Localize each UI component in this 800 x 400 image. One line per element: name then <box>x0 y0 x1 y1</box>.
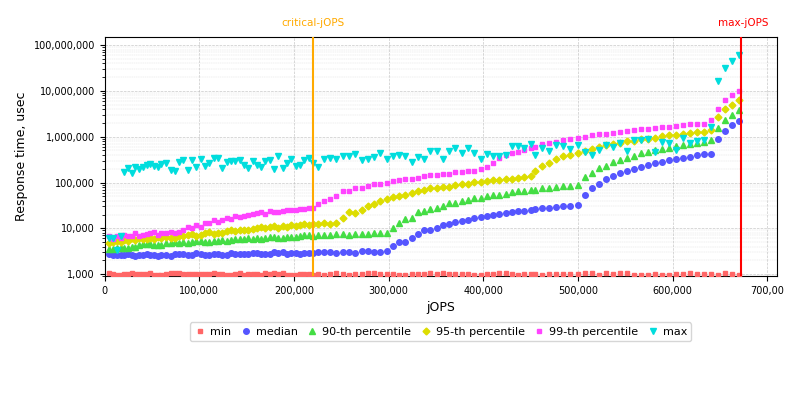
Line: 99-th percentile: 99-th percentile <box>107 89 741 241</box>
max <box>213 156 222 160</box>
90-th percentile <box>643 150 653 155</box>
95-th percentile <box>105 240 114 245</box>
95-th percentile <box>162 234 171 239</box>
Line: 90-th percentile: 90-th percentile <box>106 108 742 252</box>
X-axis label: jOPS: jOPS <box>426 302 455 314</box>
99-th percentile <box>438 171 448 176</box>
max <box>734 52 744 57</box>
max <box>166 167 175 172</box>
95-th percentile <box>282 225 292 230</box>
median <box>130 254 140 258</box>
max <box>112 248 122 252</box>
min <box>734 273 744 278</box>
min <box>105 271 114 276</box>
max <box>105 236 114 240</box>
Line: median: median <box>106 118 742 259</box>
99-th percentile <box>643 126 653 131</box>
90-th percentile <box>261 236 270 240</box>
max <box>286 157 296 162</box>
min <box>445 272 454 276</box>
Text: critical-jOPS: critical-jOPS <box>282 18 345 28</box>
median <box>438 222 448 227</box>
median <box>261 252 270 257</box>
min <box>166 271 175 276</box>
99-th percentile <box>734 89 744 94</box>
95-th percentile <box>636 137 646 142</box>
90-th percentile <box>213 238 222 243</box>
90-th percentile <box>105 246 114 251</box>
Line: max: max <box>106 52 742 252</box>
99-th percentile <box>261 212 270 216</box>
90-th percentile <box>286 234 296 239</box>
Line: 95-th percentile: 95-th percentile <box>107 97 742 245</box>
95-th percentile <box>256 225 266 230</box>
95-th percentile <box>432 185 442 190</box>
Y-axis label: Response time, usec: Response time, usec <box>15 92 28 221</box>
min <box>150 273 159 278</box>
median <box>734 118 744 123</box>
min <box>218 271 227 276</box>
99-th percentile <box>108 236 118 241</box>
90-th percentile <box>438 204 448 208</box>
90-th percentile <box>108 246 118 251</box>
99-th percentile <box>105 234 114 239</box>
median <box>105 252 114 257</box>
90-th percentile <box>166 241 175 246</box>
min <box>265 271 274 276</box>
Legend: min, median, 90-th percentile, 95-th percentile, 99-th percentile, max: min, median, 90-th percentile, 95-th per… <box>190 322 691 341</box>
min <box>209 271 218 276</box>
median <box>166 253 175 258</box>
min <box>291 272 301 277</box>
99-th percentile <box>286 208 296 212</box>
95-th percentile <box>209 232 218 236</box>
median <box>213 252 222 257</box>
max <box>261 159 270 164</box>
max <box>643 137 653 142</box>
99-th percentile <box>166 229 175 234</box>
min <box>650 272 659 276</box>
Text: max-jOPS: max-jOPS <box>718 18 769 28</box>
99-th percentile <box>213 219 222 224</box>
median <box>643 163 653 168</box>
90-th percentile <box>734 108 744 113</box>
max <box>438 156 448 161</box>
median <box>286 250 296 255</box>
Line: min: min <box>108 272 741 277</box>
95-th percentile <box>734 97 744 102</box>
